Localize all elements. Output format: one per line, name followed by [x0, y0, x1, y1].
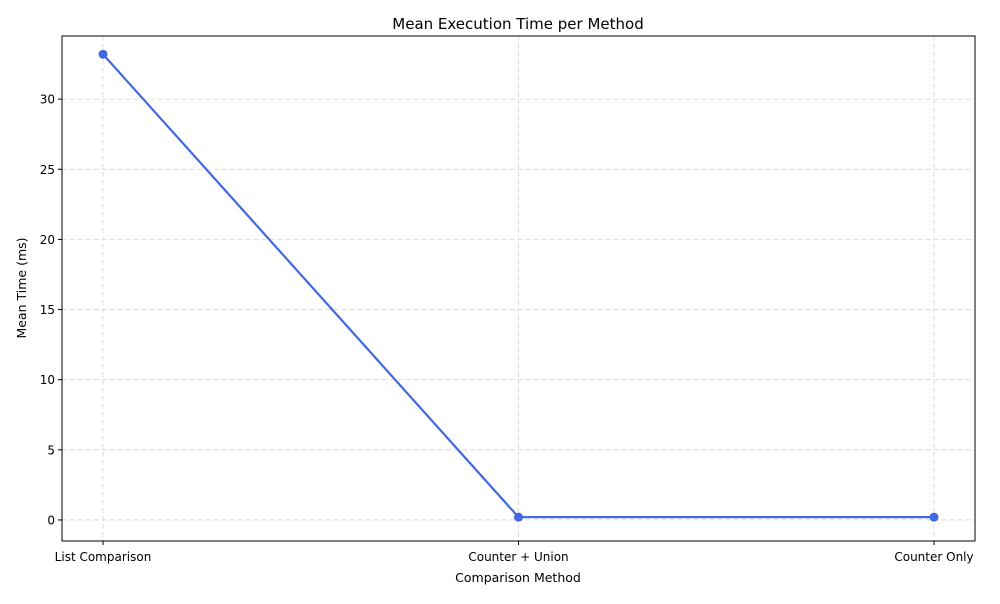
x-tick-label: Counter Only: [894, 550, 973, 564]
y-tick-label: 15: [40, 303, 55, 317]
chart-title: Mean Execution Time per Method: [392, 15, 643, 33]
y-tick-label: 10: [40, 373, 55, 387]
series-layer: [98, 49, 939, 522]
grid-layer: [62, 36, 975, 541]
y-tick-label: 25: [40, 163, 55, 177]
y-tick-label: 30: [40, 93, 55, 107]
y-tick-label: 0: [47, 513, 55, 527]
x-tick-label: Counter + Union: [468, 550, 568, 564]
data-point: [98, 49, 108, 59]
ticks-layer: 0 5 10 15 20 25 30 List Comparison Counter + Uni…: [40, 93, 974, 564]
y-tick-label: 20: [40, 233, 55, 247]
y-tick-label: 5: [47, 443, 55, 457]
x-tick-label: List Comparison: [55, 550, 152, 564]
x-axis-label: Comparison Method: [455, 570, 581, 585]
data-point: [514, 512, 523, 522]
y-axis-label: Mean Time (ms): [14, 237, 29, 338]
data-point: [929, 512, 939, 522]
